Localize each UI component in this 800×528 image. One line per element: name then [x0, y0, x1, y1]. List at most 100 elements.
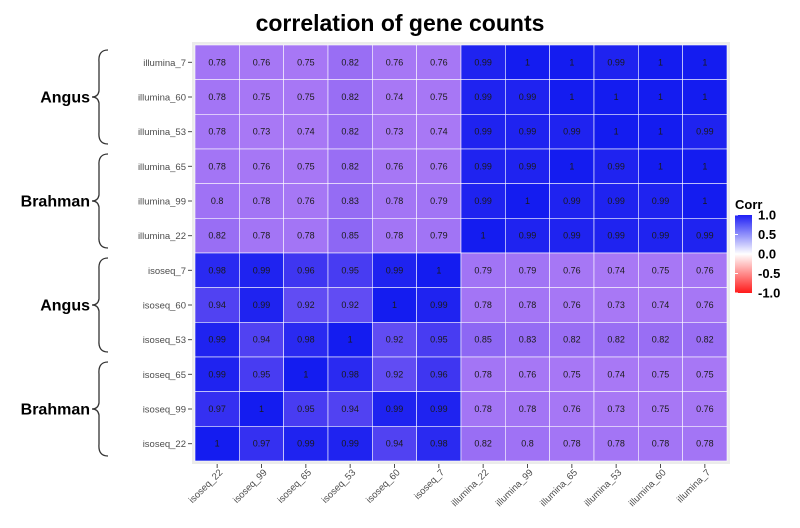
cell-value-label: 0.76 — [253, 161, 271, 171]
heatmap-cell — [239, 218, 284, 254]
heatmap-cell — [682, 44, 728, 80]
heatmap-cell — [416, 391, 462, 427]
heatmap-cell — [460, 356, 506, 392]
cell-value-label: 0.99 — [474, 196, 492, 206]
cell-value-label: 1 — [658, 161, 663, 171]
x-tick-label: illumina_99 — [494, 467, 536, 509]
heatmap-cell — [638, 322, 683, 358]
cell-value-label: 0.85 — [474, 335, 492, 345]
heatmap-cell — [505, 356, 550, 392]
heatmap-cell — [505, 44, 550, 80]
cell-value-label: 1 — [614, 92, 619, 102]
heatmap-cell — [416, 114, 462, 150]
chart-title: correlation of gene counts — [255, 10, 545, 36]
heatmap-cell — [638, 114, 683, 150]
legend-title: Corr — [735, 197, 762, 212]
cell-value-label: 0.82 — [341, 127, 359, 137]
x-tick-label: isoseq_65 — [276, 467, 314, 505]
cell-value-label: 0.95 — [341, 265, 359, 275]
cell-value-label: 0.99 — [386, 404, 404, 414]
cell-value-label: 1 — [702, 196, 707, 206]
cell-value-label: 0.99 — [341, 439, 359, 449]
cell-value-label: 0.78 — [386, 231, 404, 241]
cell-value-label: 0.96 — [297, 265, 315, 275]
group-brace — [91, 153, 109, 249]
cell-value-label: 0.99 — [208, 369, 226, 379]
heatmap-cell — [416, 322, 462, 358]
heatmap-cell — [372, 391, 417, 427]
cell-value-label: 0.99 — [607, 231, 625, 241]
cell-value-label: 0.75 — [563, 369, 581, 379]
cell-value-label: 0.76 — [430, 161, 448, 171]
heatmap-cell — [372, 79, 417, 115]
legend-tick-label: -0.5 — [758, 266, 780, 281]
cell-value-label: 0.75 — [652, 265, 670, 275]
heatmap-cell — [372, 252, 417, 288]
cell-value-label: 0.76 — [519, 369, 537, 379]
cell-value-label: 0.76 — [297, 196, 315, 206]
heatmap-cell — [327, 183, 373, 219]
heatmap-cell — [416, 148, 462, 184]
heatmap-cell — [239, 148, 284, 184]
heatmap-cell — [593, 426, 639, 462]
heatmap-cell — [372, 426, 417, 462]
heatmap-cell — [682, 287, 728, 323]
cell-value-label: 0.99 — [386, 265, 404, 275]
heatmap-cell — [372, 44, 417, 80]
cell-value-label: 0.78 — [607, 439, 625, 449]
cell-value-label: 1 — [614, 127, 619, 137]
cell-value-label: 0.78 — [253, 231, 271, 241]
cell-value-label: 0.78 — [208, 127, 226, 137]
heatmap-cell — [682, 356, 728, 392]
cell-value-label: 0.74 — [430, 127, 448, 137]
x-tick-label: illumina_7 — [675, 467, 713, 505]
y-tick-label: illumina_65 — [138, 162, 186, 173]
heatmap-cell — [682, 79, 728, 115]
heatmap-cell — [460, 426, 506, 462]
heatmap-cell — [283, 218, 329, 254]
y-tick-label: isoseq_53 — [143, 335, 186, 346]
cell-value-label: 0.76 — [696, 300, 714, 310]
heatmap-cell — [372, 148, 417, 184]
cell-value-label: 0.99 — [563, 127, 581, 137]
cell-value-label: 0.99 — [696, 127, 714, 137]
cell-value-label: 0.82 — [474, 439, 492, 449]
heatmap-cell — [505, 114, 550, 150]
cell-value-label: 0.8 — [211, 196, 224, 206]
heatmap-cell — [327, 218, 373, 254]
heatmap-cell — [239, 356, 284, 392]
cell-value-label: 0.79 — [474, 265, 492, 275]
heatmap-cell — [549, 252, 595, 288]
cell-value-label: 0.76 — [386, 161, 404, 171]
heatmap-cell — [593, 356, 639, 392]
cell-value-label: 0.98 — [297, 335, 315, 345]
x-tick-label: isoseq_99 — [231, 467, 269, 505]
cell-value-label: 1 — [303, 369, 308, 379]
cell-value-label: 0.78 — [386, 196, 404, 206]
cell-value-label: 0.98 — [430, 439, 448, 449]
cell-value-label: 0.79 — [519, 265, 537, 275]
cell-value-label: 0.83 — [341, 196, 359, 206]
cell-value-label: 0.94 — [386, 439, 404, 449]
cell-value-label: 0.76 — [253, 57, 271, 67]
cell-value-label: 0.74 — [386, 92, 404, 102]
cell-value-label: 0.76 — [696, 265, 714, 275]
y-tick-label: illumina_60 — [138, 93, 186, 104]
y-tick-label: illumina_22 — [138, 231, 186, 242]
cell-value-label: 0.97 — [208, 404, 226, 414]
cell-value-label: 0.76 — [430, 57, 448, 67]
cell-value-label: 0.82 — [341, 57, 359, 67]
heatmap-cell — [593, 287, 639, 323]
cell-value-label: 0.92 — [341, 300, 359, 310]
cell-value-label: 0.78 — [297, 231, 315, 241]
group-brace — [91, 361, 109, 457]
cell-value-label: 1 — [658, 57, 663, 67]
y-tick-label: illumina_99 — [138, 197, 186, 208]
x-tick-label: isoseq_22 — [187, 467, 225, 505]
x-tick-label: isoseq_60 — [364, 467, 402, 505]
heatmap-cell — [460, 391, 506, 427]
cell-value-label: 0.75 — [297, 161, 315, 171]
heatmap-cell — [372, 183, 417, 219]
heatmap-cell — [549, 391, 595, 427]
cell-value-label: 0.78 — [696, 439, 714, 449]
